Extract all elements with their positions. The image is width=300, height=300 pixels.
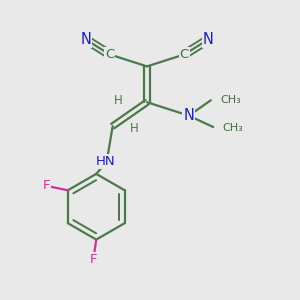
Text: C: C (105, 48, 114, 61)
Text: F: F (43, 179, 50, 192)
Text: HN: HN (95, 155, 115, 168)
Text: CH₃: CH₃ (220, 94, 241, 105)
Text: N: N (183, 108, 194, 123)
Text: H: H (114, 94, 123, 107)
Text: N: N (203, 32, 214, 47)
Text: H: H (130, 122, 139, 135)
Text: F: F (89, 254, 97, 266)
Text: N: N (80, 32, 91, 47)
Text: CH₃: CH₃ (223, 123, 244, 133)
Text: C: C (180, 48, 189, 61)
